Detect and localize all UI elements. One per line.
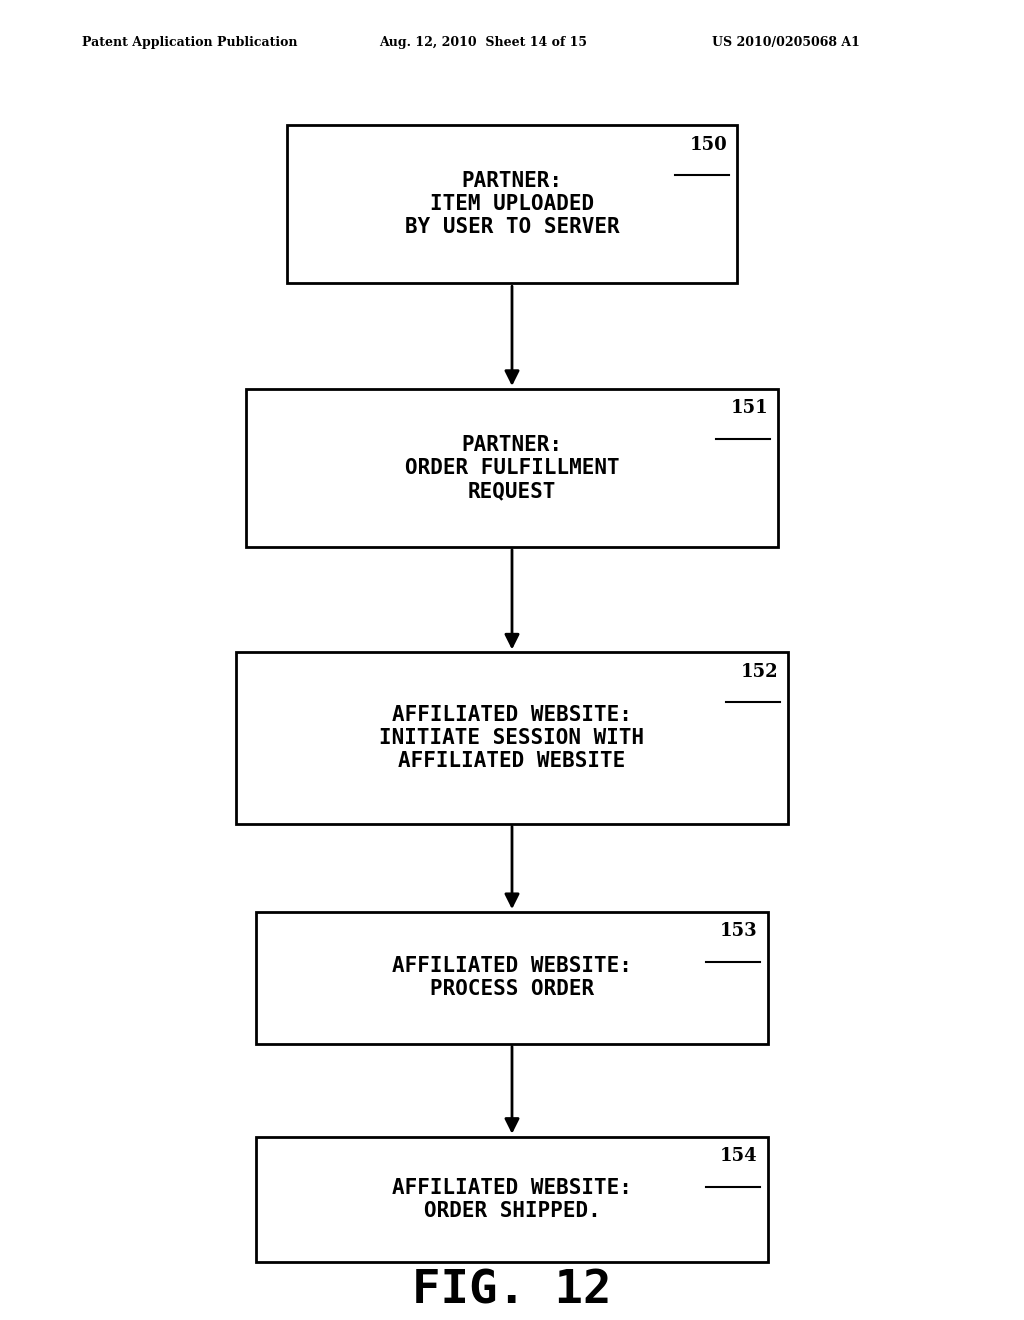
Text: Patent Application Publication: Patent Application Publication [82,36,297,49]
Text: 152: 152 [740,663,778,681]
Text: US 2010/0205068 A1: US 2010/0205068 A1 [712,36,859,49]
Text: AFFILIATED WEBSITE:
INITIATE SESSION WITH
AFFILIATED WEBSITE: AFFILIATED WEBSITE: INITIATE SESSION WIT… [380,705,644,771]
FancyBboxPatch shape [256,1137,768,1262]
Text: 150: 150 [689,136,727,153]
Text: PARTNER:
ITEM UPLOADED
BY USER TO SERVER: PARTNER: ITEM UPLOADED BY USER TO SERVER [404,172,620,238]
Text: 151: 151 [730,400,768,417]
Text: Aug. 12, 2010  Sheet 14 of 15: Aug. 12, 2010 Sheet 14 of 15 [379,36,587,49]
Text: 153: 153 [720,923,758,940]
FancyBboxPatch shape [287,125,737,284]
Text: PARTNER:
ORDER FULFILLMENT
REQUEST: PARTNER: ORDER FULFILLMENT REQUEST [404,434,620,502]
Text: AFFILIATED WEBSITE:
PROCESS ORDER: AFFILIATED WEBSITE: PROCESS ORDER [392,956,632,999]
FancyBboxPatch shape [246,389,778,546]
FancyBboxPatch shape [236,652,788,824]
FancyBboxPatch shape [256,912,768,1044]
Text: AFFILIATED WEBSITE:
ORDER SHIPPED.: AFFILIATED WEBSITE: ORDER SHIPPED. [392,1177,632,1221]
Text: FIG. 12: FIG. 12 [413,1269,611,1313]
Text: 154: 154 [720,1147,758,1166]
